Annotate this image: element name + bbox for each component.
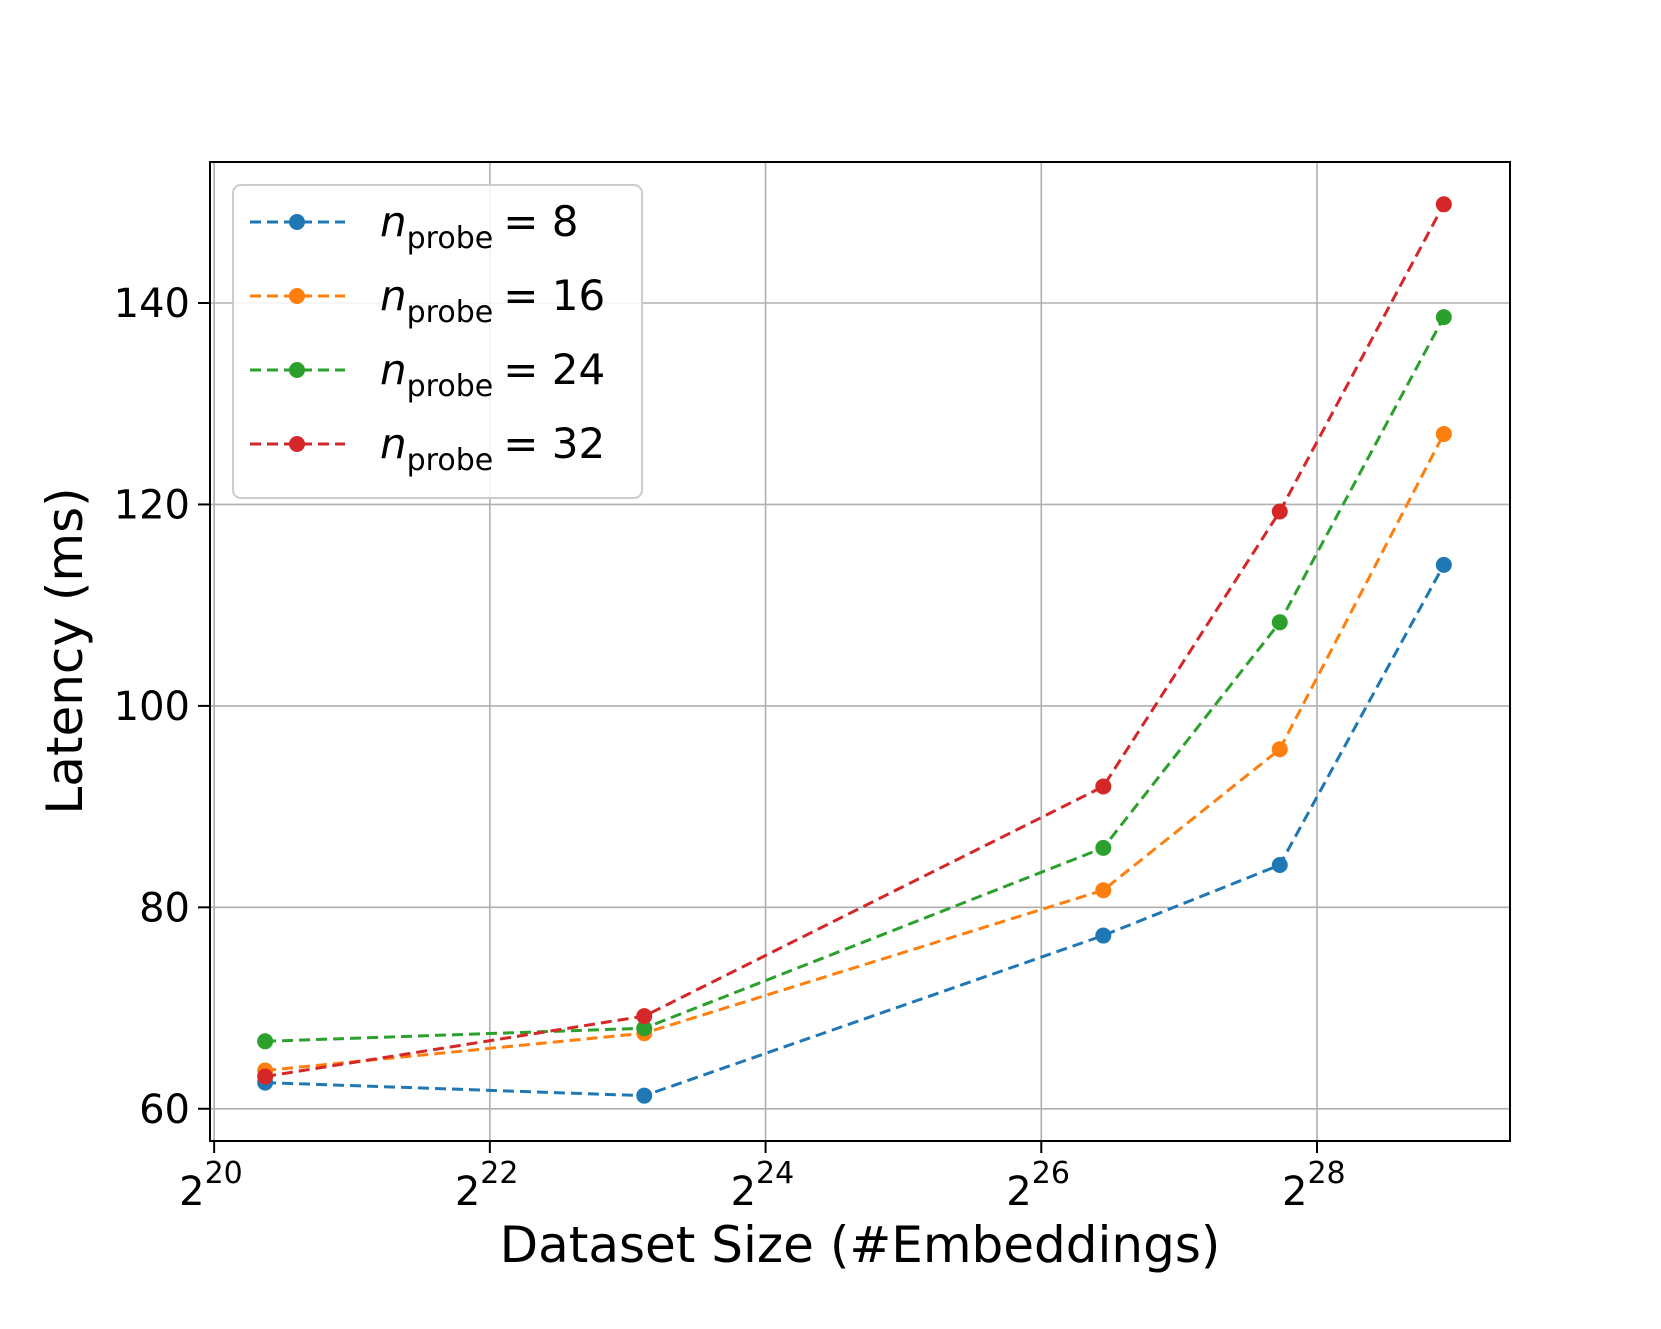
- x-tick-label: 228: [1282, 1156, 1346, 1215]
- legend-var: n: [380, 271, 407, 320]
- y-tick-label: 120: [114, 482, 190, 528]
- legend-subscript: probe: [407, 295, 494, 330]
- x-axis-label: Dataset Size (#Embeddings): [500, 1216, 1221, 1274]
- data-point: [636, 1087, 653, 1104]
- series-line: [264, 203, 1446, 1078]
- series-layer: [257, 196, 1452, 1104]
- data-point: [1435, 556, 1452, 573]
- y-tick-label: 100: [114, 684, 190, 730]
- y-tick-label: 80: [139, 885, 190, 931]
- legend-label: nprobe = 32: [380, 419, 605, 478]
- data-point: [1435, 309, 1452, 326]
- data-point: [1435, 196, 1452, 213]
- legend-item: nprobe = 32: [250, 419, 605, 478]
- legend-value: = 32: [503, 419, 605, 468]
- data-point: [257, 1068, 274, 1085]
- legend-label: nprobe = 24: [380, 345, 605, 404]
- x-tick-exponent: 24: [756, 1156, 794, 1191]
- legend-box: [232, 184, 643, 499]
- series-4: [257, 196, 1452, 1085]
- x-tick-base: 2: [1006, 1169, 1031, 1215]
- legend-marker: [289, 362, 305, 378]
- y-axis-label: Latency (ms): [36, 487, 94, 814]
- y-tick-label: 60: [139, 1087, 190, 1133]
- data-point: [1095, 778, 1112, 795]
- data-point: [636, 1020, 653, 1037]
- legend-value: = 8: [503, 197, 578, 246]
- legend-marker: [289, 214, 305, 230]
- series-3: [257, 309, 1452, 1050]
- x-tick-exponent: 28: [1307, 1156, 1345, 1191]
- series-line: [264, 433, 1446, 1072]
- x-tick-exponent: 22: [480, 1156, 518, 1191]
- legend-label: nprobe = 16: [380, 271, 605, 330]
- plot-frame: [209, 161, 1511, 1142]
- legend-item: nprobe = 8: [250, 197, 578, 256]
- data-point: [1271, 503, 1288, 520]
- x-tick-label: 224: [731, 1156, 795, 1215]
- data-point: [1271, 614, 1288, 631]
- legend-item: nprobe = 16: [250, 271, 605, 330]
- data-point: [1435, 425, 1452, 442]
- x-tick-label: 226: [1006, 1156, 1070, 1215]
- data-point: [636, 1008, 653, 1025]
- legend-marker: [289, 436, 305, 452]
- data-point: [1095, 882, 1112, 899]
- legend-label: nprobe = 8: [380, 197, 578, 256]
- legend-item: nprobe = 24: [250, 345, 605, 404]
- x-tick-exponent: 20: [205, 1156, 243, 1191]
- x-tick-exponent: 26: [1032, 1156, 1070, 1191]
- x-tick-base: 2: [179, 1169, 204, 1215]
- x-tick-base: 2: [731, 1169, 756, 1215]
- series-line: [265, 564, 1446, 1098]
- data-point: [1271, 857, 1288, 874]
- data-point: [257, 1033, 274, 1050]
- x-tick-label: 220: [179, 1156, 243, 1215]
- data-point: [1095, 839, 1112, 856]
- x-tick-base: 2: [1282, 1169, 1307, 1215]
- x-tick-label: 222: [455, 1156, 519, 1215]
- legend-var: n: [380, 419, 407, 468]
- y-tick-label: 140: [114, 281, 190, 327]
- data-point: [1271, 741, 1288, 758]
- legend-marker: [289, 288, 305, 304]
- legend-var: n: [380, 345, 407, 394]
- legend-subscript: probe: [407, 443, 494, 478]
- data-point: [1095, 927, 1112, 944]
- x-tick-base: 2: [455, 1169, 480, 1215]
- series-1: [257, 556, 1452, 1104]
- legend-subscript: probe: [407, 221, 494, 256]
- legend-value: = 16: [503, 271, 605, 320]
- legend-var: n: [380, 197, 407, 246]
- legend-subscript: probe: [407, 369, 494, 404]
- legend-value: = 24: [503, 345, 605, 394]
